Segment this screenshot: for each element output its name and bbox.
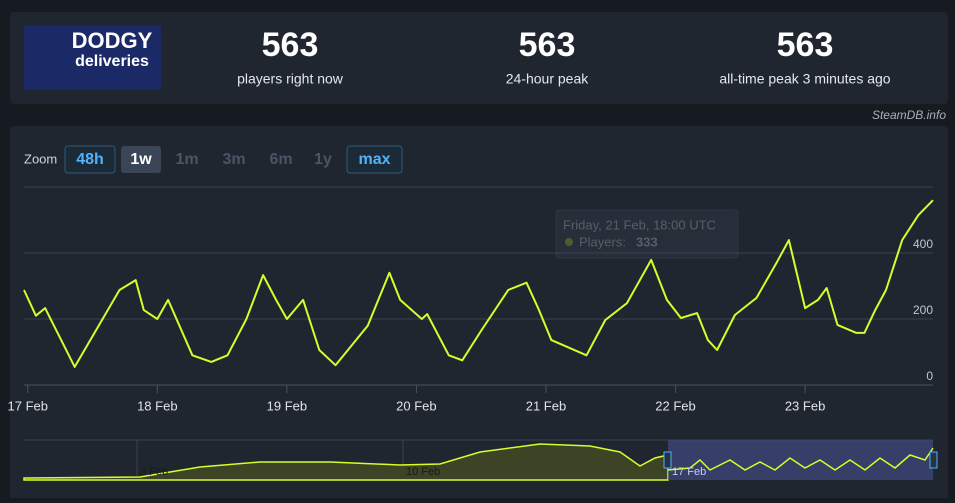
tooltip: Friday, 21 Feb, 18:00 UTC Players: 333 [555, 209, 739, 259]
zoom-button[interactable] [346, 145, 403, 174]
navigator-handle[interactable] [663, 451, 672, 469]
plot: 0 200 400 17 Feb 18 Feb 19 Feb 20 Feb 21 Feb 22 … [8, 186, 934, 413]
navigator-label: 10 Feb [406, 466, 440, 478]
zoom-option[interactable]: 1m [175, 151, 198, 168]
x-tick-label: 20 Feb [396, 398, 436, 413]
stat-value: 563 [777, 26, 834, 64]
zoom-buttons: 48h 1w 1m 3m 6m 1y max [64, 145, 403, 174]
stat-value: 563 [519, 26, 576, 64]
logo-text: deliveries [75, 53, 149, 70]
x-tick-label: 22 Feb [655, 398, 695, 413]
stat-value: 563 [262, 26, 319, 64]
stat-label: 24-hour peak [506, 71, 590, 87]
x-tick-label: 17 Feb [8, 398, 48, 413]
zoom-option[interactable]: 6m [269, 151, 292, 168]
zoom-option[interactable]: max [358, 151, 390, 168]
navigator-label: 3 Feb [140, 466, 168, 478]
tooltip-label: Players: [579, 234, 626, 249]
stat-label: all-time peak 3 minutes ago [719, 71, 890, 87]
y-tick-label: 200 [913, 303, 933, 317]
y-tick-label: 400 [913, 237, 933, 251]
zoom-option[interactable]: 3m [222, 151, 245, 168]
header-panel [10, 12, 948, 104]
stats: 563 players right now 563 24-hour peak 5… [237, 26, 891, 87]
x-tick-label: 19 Feb [267, 398, 307, 413]
navigator-handle[interactable] [929, 451, 938, 469]
game-logo [24, 26, 161, 90]
x-tick-label: 23 Feb [785, 398, 825, 413]
tooltip-dot [565, 238, 573, 246]
tooltip-value: 333 [636, 234, 658, 249]
logo-text: DODGY [72, 28, 153, 53]
navigator-window[interactable] [668, 440, 933, 480]
tooltip-box [555, 209, 739, 259]
zoom-option[interactable]: 1w [130, 151, 152, 168]
x-tick-label: 21 Feb [526, 398, 566, 413]
zoom-button[interactable] [121, 146, 161, 173]
zoom-option[interactable]: 48h [76, 151, 104, 168]
series-line [23, 199, 934, 368]
x-tick-label: 18 Feb [137, 398, 177, 413]
navigator-label: 17 Feb [672, 466, 706, 478]
stat-label: players right now [237, 71, 344, 87]
chart-panel [10, 126, 948, 503]
navigator: 3 Feb 10 Feb 17 Feb [23, 439, 938, 481]
credit[interactable]: SteamDB.info [872, 108, 946, 122]
navigator-series [667, 447, 934, 471]
zoom-option[interactable]: 1y [314, 151, 332, 168]
zoom-label: Zoom [24, 151, 57, 166]
tooltip-title: Friday, 21 Feb, 18:00 UTC [563, 217, 716, 232]
zoom-button[interactable] [64, 145, 116, 174]
y-tick-label: 0 [926, 369, 933, 383]
